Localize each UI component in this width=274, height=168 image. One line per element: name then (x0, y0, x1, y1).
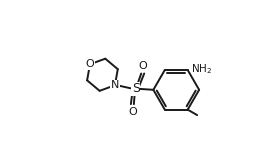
Text: O: O (128, 107, 137, 117)
Text: O: O (85, 59, 94, 69)
Text: O: O (138, 61, 147, 71)
Text: S: S (132, 82, 140, 95)
Text: N: N (111, 80, 119, 90)
Text: NH$_2$: NH$_2$ (191, 62, 212, 76)
